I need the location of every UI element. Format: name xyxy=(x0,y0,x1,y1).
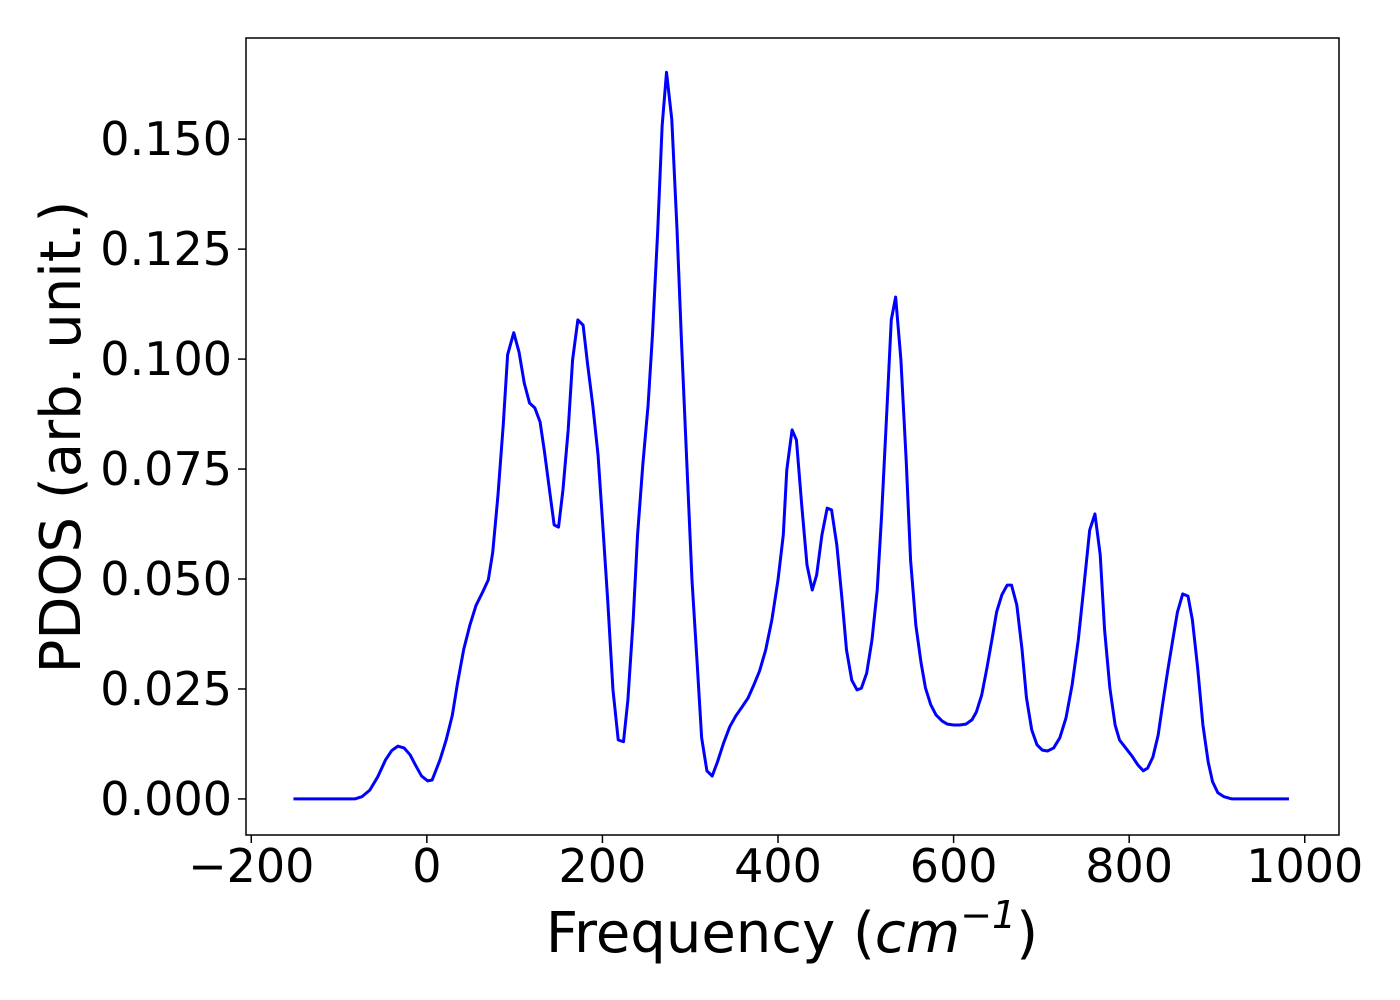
x-axis-label: Frequency (cm−1) xyxy=(546,893,1038,966)
y-axis-label: PDOS (arb. unit.) xyxy=(29,201,94,674)
y-tick-label: 0.125 xyxy=(100,222,232,276)
x-tick-label: −200 xyxy=(188,839,314,893)
plot-frame xyxy=(245,37,1340,836)
x-tick-label: 800 xyxy=(1085,839,1173,893)
x-label-part: ) xyxy=(1016,901,1038,966)
x-tick-label: 400 xyxy=(734,839,822,893)
x-tick-label: 1000 xyxy=(1246,839,1363,893)
y-tick-label: 0.050 xyxy=(100,552,232,606)
y-tick-label: 0.000 xyxy=(100,772,232,826)
line xyxy=(293,70,1289,801)
x-tick-label: 200 xyxy=(559,839,647,893)
x-label-exponent: −1 xyxy=(960,893,1016,937)
x-tick-label: 600 xyxy=(910,839,998,893)
x-label-unit: cm xyxy=(875,901,960,966)
y-tick-label: 0.025 xyxy=(100,662,232,716)
x-tick-label: 0 xyxy=(412,839,441,893)
y-tick-label: 0.150 xyxy=(100,112,232,166)
y-tick-label: 0.075 xyxy=(100,442,232,496)
x-label-part: Frequency ( xyxy=(546,901,875,966)
y-tick-label: 0.100 xyxy=(100,332,232,386)
